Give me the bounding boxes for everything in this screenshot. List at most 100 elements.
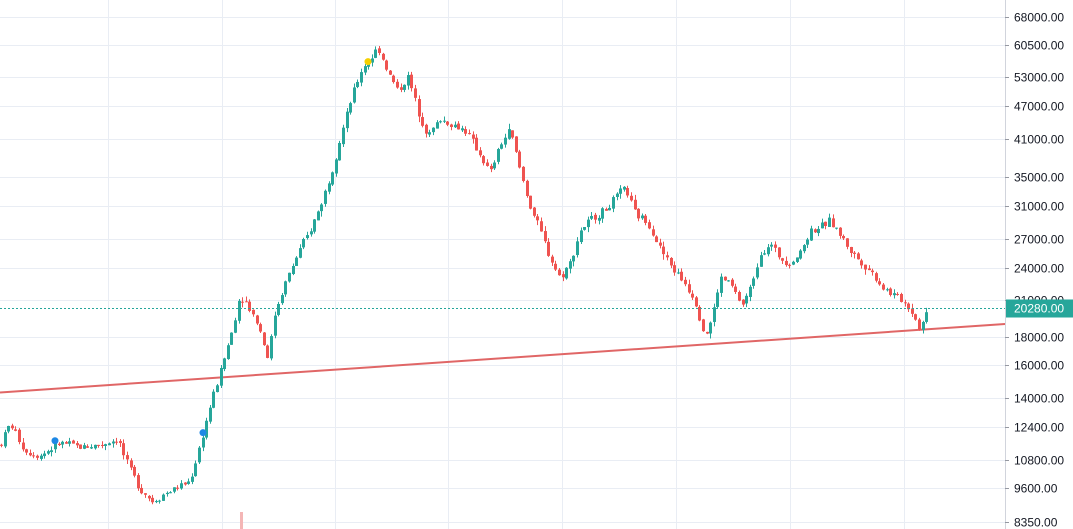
axis-tick-label: 41000.00 bbox=[1014, 133, 1064, 147]
candle-body bbox=[511, 130, 514, 138]
candle-body bbox=[778, 247, 781, 258]
candle-body bbox=[835, 227, 838, 229]
trendline[interactable] bbox=[0, 323, 1006, 394]
candle-body bbox=[209, 407, 212, 422]
candle-body bbox=[328, 183, 331, 192]
candle-body bbox=[832, 218, 835, 228]
candle-body bbox=[425, 124, 428, 134]
candle-body bbox=[396, 81, 399, 88]
candle-body bbox=[817, 228, 820, 234]
candle-body bbox=[234, 320, 237, 333]
candle-body bbox=[32, 455, 35, 457]
candle-body bbox=[436, 122, 439, 129]
candle-body bbox=[76, 443, 79, 446]
candle-body bbox=[554, 263, 557, 270]
axis-tick-label: 14000.00 bbox=[1014, 392, 1064, 406]
candle-body bbox=[0, 444, 3, 446]
candle-body bbox=[698, 306, 701, 321]
candle-body bbox=[238, 300, 241, 321]
candle-body bbox=[259, 324, 262, 332]
candle-body bbox=[846, 238, 849, 247]
candle-body bbox=[428, 132, 431, 135]
axis-tick-label: 47000.00 bbox=[1014, 100, 1064, 114]
candle-body bbox=[112, 441, 115, 444]
candle-body bbox=[241, 301, 244, 303]
candle-body bbox=[58, 443, 61, 446]
candle-body bbox=[266, 345, 269, 358]
candle-body bbox=[400, 87, 403, 90]
candle-body bbox=[788, 264, 791, 266]
candle-body bbox=[169, 492, 172, 494]
candle-body bbox=[796, 257, 799, 262]
candle-body bbox=[864, 264, 867, 270]
candle-body bbox=[792, 261, 795, 265]
candle-body bbox=[713, 307, 716, 322]
candle-body bbox=[673, 265, 676, 273]
candle-body bbox=[731, 279, 734, 286]
last-price-label: 20280.00 bbox=[1014, 302, 1064, 316]
candle-body bbox=[25, 449, 28, 453]
candle-body bbox=[500, 144, 503, 149]
axis-tick-label: 24000.00 bbox=[1014, 262, 1064, 276]
candle-body bbox=[853, 252, 856, 254]
candle-body bbox=[205, 420, 208, 438]
candle-body bbox=[749, 286, 752, 297]
candle-body bbox=[810, 228, 813, 241]
candle-body bbox=[65, 442, 68, 444]
candle-body bbox=[36, 455, 39, 458]
last-price-badge bbox=[1006, 299, 1073, 318]
candle-body bbox=[421, 117, 424, 126]
candle-body bbox=[140, 487, 143, 494]
candle-body bbox=[734, 286, 737, 292]
candle-body bbox=[918, 319, 921, 330]
candle-body bbox=[119, 441, 122, 443]
axis-tick-label: 31000.00 bbox=[1014, 200, 1064, 214]
axis-tick-label: 8350.00 bbox=[1014, 516, 1058, 529]
last-price-indicator: 20280.00 bbox=[0, 299, 1073, 318]
candle-body bbox=[914, 314, 917, 320]
price-axis[interactable]: 68000.00 60500.00 53000.00 47000.00 41000.00… bbox=[1005, 11, 1064, 529]
candle-body bbox=[752, 278, 755, 286]
vertical-grid bbox=[108, 0, 905, 529]
candle-body bbox=[43, 453, 46, 457]
candle-body bbox=[774, 244, 777, 248]
candle-body bbox=[799, 250, 802, 259]
candle-body bbox=[360, 72, 363, 83]
candle-body bbox=[122, 443, 125, 456]
candle-body bbox=[580, 230, 583, 243]
candle-body bbox=[569, 261, 572, 269]
candle-body bbox=[497, 149, 500, 162]
candle-body bbox=[630, 195, 633, 201]
candle-body bbox=[40, 455, 43, 459]
candle-body bbox=[248, 301, 251, 311]
candle-body bbox=[320, 204, 323, 212]
axis-tick-label: 35000.00 bbox=[1014, 171, 1064, 185]
candle-body bbox=[706, 331, 709, 334]
candle-body bbox=[540, 221, 543, 232]
candle-body bbox=[608, 207, 611, 211]
candle-body bbox=[572, 255, 575, 262]
candle-body bbox=[515, 136, 518, 152]
candle-body bbox=[767, 247, 770, 255]
candle-body bbox=[889, 288, 892, 295]
candle-body bbox=[893, 293, 896, 296]
candle-body bbox=[479, 150, 482, 156]
candle-body bbox=[216, 385, 219, 393]
candle-body bbox=[230, 332, 233, 345]
candle-body bbox=[655, 236, 658, 243]
candle-body bbox=[587, 219, 590, 228]
candle-body bbox=[616, 193, 619, 197]
candle-body bbox=[742, 299, 745, 305]
candle-body bbox=[133, 466, 136, 476]
candle-body bbox=[108, 443, 111, 446]
candle-body bbox=[533, 207, 536, 216]
candle-body bbox=[378, 48, 381, 53]
axis-tick-label: 60500.00 bbox=[1014, 39, 1064, 53]
candle-body bbox=[904, 302, 907, 304]
candle-body bbox=[648, 222, 651, 229]
candle-body bbox=[137, 475, 140, 489]
candle-body bbox=[270, 336, 273, 359]
candle-body bbox=[850, 246, 853, 253]
